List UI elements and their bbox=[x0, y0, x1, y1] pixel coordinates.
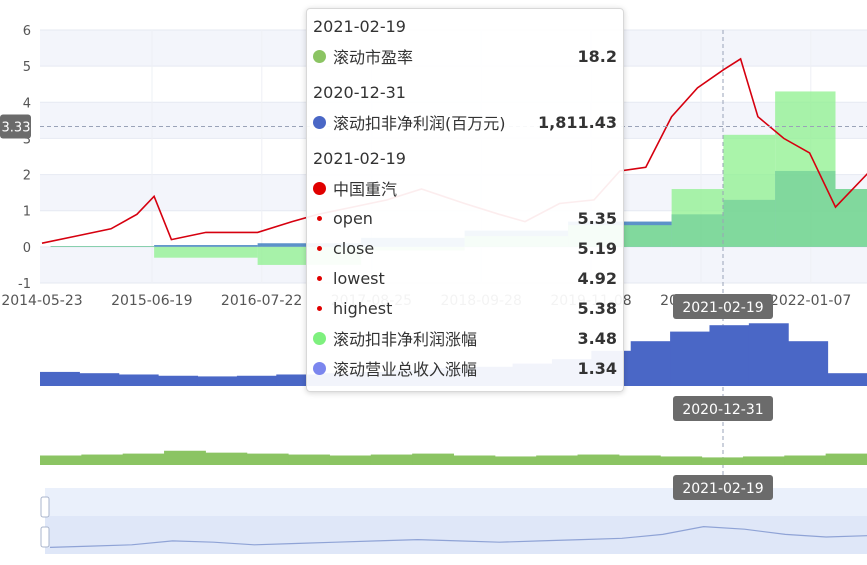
tooltip-row: 中国重汽 bbox=[313, 173, 617, 203]
tooltip-label: 中国重汽 bbox=[333, 176, 617, 200]
series-marker-icon bbox=[313, 332, 326, 345]
profit-growth-bar bbox=[154, 247, 258, 258]
tooltip-value: 3.48 bbox=[578, 329, 617, 348]
tooltip-gap bbox=[313, 71, 617, 79]
profit-growth-bar bbox=[723, 135, 775, 247]
profit-growth-bar bbox=[672, 189, 724, 247]
tooltip-value: 1.34 bbox=[578, 359, 617, 378]
pe-bar bbox=[164, 451, 206, 465]
pe-bar bbox=[826, 454, 867, 465]
y-tick-label: 6 bbox=[23, 24, 31, 39]
pe-bar bbox=[40, 456, 82, 466]
tooltip-value: 4.92 bbox=[578, 269, 617, 288]
tooltip-label: open bbox=[333, 209, 578, 228]
profit-bar bbox=[119, 374, 159, 386]
tooltip-label: 滚动市盈率 bbox=[333, 44, 578, 68]
pe-bar bbox=[81, 455, 123, 465]
profit-bar bbox=[158, 376, 198, 386]
profit-bar bbox=[631, 341, 671, 386]
pe-bar bbox=[578, 455, 620, 465]
profit-bar bbox=[198, 376, 238, 386]
profit-bar bbox=[670, 332, 710, 386]
series-marker-icon bbox=[313, 362, 326, 375]
tooltip-label: 滚动扣非净利润(百万元) bbox=[333, 110, 538, 134]
tooltip-value: 18.2 bbox=[578, 47, 617, 66]
y-pointer-label: 3.33 bbox=[2, 121, 31, 136]
zoom-handle-right bbox=[41, 527, 49, 547]
y-tick-label: 5 bbox=[23, 60, 31, 75]
pe-bar bbox=[412, 454, 454, 465]
pe-bar bbox=[329, 456, 371, 466]
profit-bar bbox=[788, 341, 828, 386]
pe-bar bbox=[247, 454, 289, 465]
tooltip-date: 2021-02-19 bbox=[313, 13, 617, 41]
tooltip-date: 2020-12-31 bbox=[313, 79, 617, 107]
tooltip-value: 5.35 bbox=[578, 209, 617, 228]
tooltip-label: 滚动营业总收入涨幅 bbox=[333, 356, 578, 380]
tooltip-date: 2021-02-19 bbox=[313, 145, 617, 173]
pe-bar bbox=[619, 456, 661, 466]
tooltip-value: 5.19 bbox=[578, 239, 617, 258]
y-tick-label: 2 bbox=[23, 169, 31, 184]
profit-growth-bar bbox=[51, 246, 155, 247]
y-tick-label: 0 bbox=[23, 241, 31, 256]
pe-bar bbox=[495, 456, 537, 465]
x-tick-label: 2016-07-22 bbox=[221, 293, 302, 309]
revenue-growth-bar bbox=[154, 245, 258, 247]
profit-growth-bar bbox=[836, 189, 867, 247]
tooltip-row: 滚动扣非净利润(百万元)1,811.43 bbox=[313, 107, 617, 137]
series-marker-icon bbox=[317, 276, 322, 281]
pe-bar bbox=[371, 455, 413, 465]
x-tick-label: 2014-05-23 bbox=[1, 293, 82, 309]
y-tick-label: -1 bbox=[18, 277, 31, 292]
series-marker-icon bbox=[313, 116, 326, 129]
profit-bar bbox=[749, 323, 789, 386]
tooltip-label: 滚动扣非净利润涨幅 bbox=[333, 326, 578, 350]
profit-bar bbox=[40, 372, 80, 386]
tooltip-gap bbox=[313, 137, 617, 145]
tooltip-value: 5.38 bbox=[578, 299, 617, 318]
pe-bar bbox=[454, 456, 496, 466]
series-marker-icon bbox=[317, 306, 322, 311]
tooltip-label: highest bbox=[333, 299, 578, 318]
tooltip-value: 1,811.43 bbox=[538, 113, 617, 132]
panel2-pointer-label: 2020-12-31 bbox=[682, 402, 763, 418]
pe-bar bbox=[288, 455, 330, 465]
series-marker-icon bbox=[313, 182, 326, 195]
series-marker-icon bbox=[317, 246, 322, 251]
tooltip-label: close bbox=[333, 239, 578, 258]
series-marker-icon bbox=[317, 216, 322, 221]
profit-bar bbox=[237, 376, 277, 386]
pe-bar bbox=[784, 456, 826, 466]
zoom-handle-left bbox=[41, 497, 49, 517]
x-tick-label: 2022-01-07 bbox=[770, 293, 851, 309]
profit-bar bbox=[79, 373, 119, 386]
y-tick-label: 4 bbox=[23, 96, 31, 111]
x-pointer-label: 2021-02-19 bbox=[682, 300, 763, 316]
x-tick-label: 2015-06-19 bbox=[111, 293, 192, 309]
series-marker-icon bbox=[313, 50, 326, 63]
pe-bar bbox=[743, 456, 785, 465]
profit-bar bbox=[828, 373, 867, 386]
pe-bar bbox=[660, 456, 702, 465]
tooltip-label: lowest bbox=[333, 269, 578, 288]
profit-bar bbox=[709, 325, 749, 386]
y-tick-label: 1 bbox=[23, 205, 31, 220]
nav-pointer-label: 2021-02-19 bbox=[682, 481, 763, 497]
pe-bar bbox=[702, 457, 744, 465]
profit-growth-bar bbox=[775, 91, 835, 246]
pe-bar bbox=[536, 456, 578, 466]
pe-bar bbox=[205, 453, 247, 465]
pe-bar bbox=[123, 454, 165, 465]
